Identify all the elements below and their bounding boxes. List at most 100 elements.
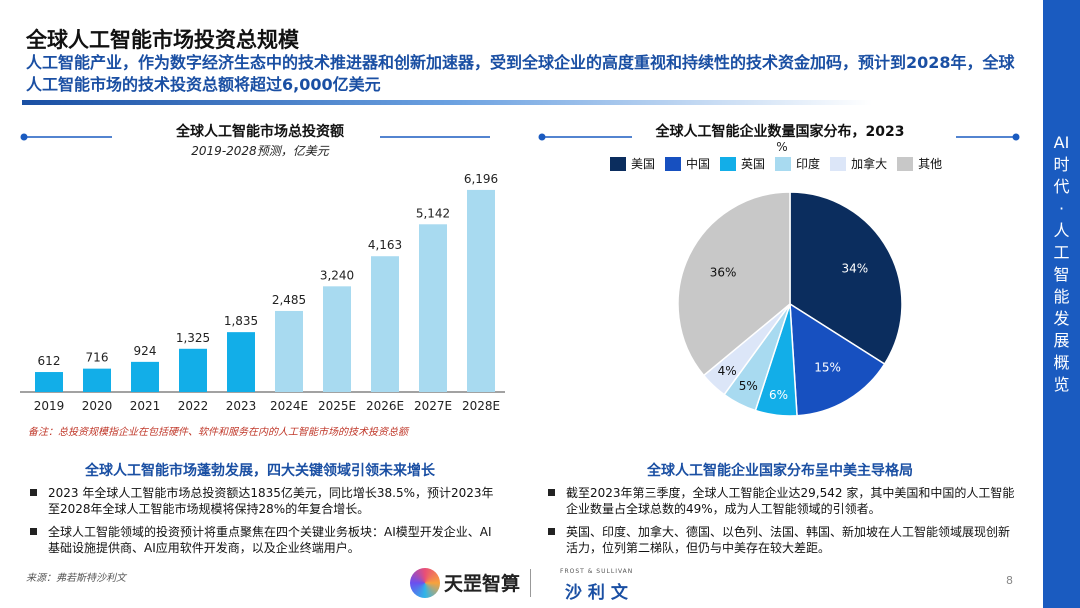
pie-slice-label: 15% [814,361,841,375]
legend-label: 美国 [631,157,656,171]
bar-value-label: 6,196 [464,172,498,186]
side-label-char: 工 [1053,243,1070,262]
bar [35,372,63,392]
pie-slice-label: 34% [841,261,868,275]
pie-slice-label: 6% [769,388,788,402]
pie-slice [789,302,886,417]
left-chart-subtitle: 2019-2028预测，亿美元 [191,144,329,158]
bullet-square [548,528,555,535]
x-tick-label: 2021 [130,399,161,413]
left-title-decoration [20,133,490,141]
right-bullet-2-text: 英国、印度、加拿大、德国、以色列、法国、韩国、新加坡在人工智能领域展现创新活力，… [566,525,1011,555]
left-chart-title: 全球人工智能市场总投资额 [176,124,344,140]
bullet-square [548,489,555,496]
left-bullet-1-text: 2023 年全球人工智能市场总投资额达1835亿美元，同比增长38.5%，预计2… [48,486,494,516]
bar-value-label: 716 [86,351,109,365]
x-tick-label: 2025E [318,399,356,413]
frost-logo-small: FROST & SULLIVAN [560,568,634,575]
side-label-char: 能 [1053,287,1070,306]
bar-value-label: 1,835 [224,314,258,328]
side-label-char: 人 [1053,221,1070,240]
left-title-dot [20,133,28,141]
right-section-heading: 全球人工智能企业国家分布呈中美主导格局 [647,463,913,479]
bullet-square [30,528,37,535]
x-tick-label: 2027E [414,399,452,413]
bar [371,256,399,392]
pie-legend: 美国 中国 英国 印度 加拿大 其他 [610,155,1030,175]
legend-swatch [830,156,847,171]
page-subtitle: 人工智能产业，作为数字经济生态中的技术推进器和创新加速器，受到全球企业的高度重视… [26,53,1015,94]
legend-item: 英国 [720,155,765,172]
page-title: 全球人工智能市场投资总规模 [26,28,299,52]
left-section-heading: 全球人工智能市场蓬勃发展，四大关键领域引领未来增长 [85,463,435,479]
frost-logo-text: 沙 利 文 [565,583,628,603]
legend-item: 中国 [665,155,710,172]
legend-swatch [775,156,792,171]
bar [131,361,159,392]
tiangang-logo-icon [410,568,440,598]
side-label-char: · [1058,199,1065,218]
side-band [1043,0,1080,608]
legend-item: 印度 [775,155,820,172]
x-tick-label: 2028E [462,399,500,413]
x-tick-label: 2022 [178,399,209,413]
legend-label: 中国 [686,157,711,171]
side-label-char: 展 [1053,331,1070,350]
legend-swatch [897,156,914,171]
tiangang-logo-text: 天罡智算 [444,573,521,595]
bar-value-label: 1,325 [176,331,210,345]
side-label-char: 览 [1053,375,1070,394]
bar-value-label: 924 [134,344,157,358]
right-title-decoration [538,133,1020,141]
bar [179,348,207,392]
side-label: AI 时代 · 人工智能发展概览 [1043,132,1080,396]
left-bullet-1: 2023 年全球人工智能市场总投资额达1835亿美元，同比增长38.5%，预计2… [30,485,500,517]
pie-chart: 34% 15% 6% 5%4% 36% [677,191,903,417]
bar [323,286,351,392]
side-label-char: 智 [1053,265,1070,284]
legend-swatch [665,156,682,171]
side-label-char: 代 [1053,177,1070,196]
pie-slice [677,191,791,377]
bar [83,368,111,392]
bullet-square [30,489,37,496]
x-tick-label: 2026E [366,399,404,413]
bar [227,332,255,392]
bar [467,189,495,392]
legend-label: 印度 [796,157,821,171]
x-tick-label: 2020 [82,399,113,413]
pie-slice-label: 4% [718,364,737,378]
header-divider [22,100,872,105]
source-note: 来源：弗若斯特沙利文 [26,573,126,584]
legend-item: 其他 [897,155,942,172]
bar [275,310,303,392]
x-tick-label: 2023 [226,399,257,413]
right-bullet-2: 英国、印度、加拿大、德国、以色列、法国、韩国、新加坡在人工智能领域展现创新活力，… [548,524,1018,556]
x-tick-label: 2019 [34,399,65,413]
legend-label: 加拿大 [851,157,888,171]
legend-swatch [720,156,737,171]
x-tick-label: 2024E [270,399,308,413]
bar [419,224,447,392]
legend-swatch [610,156,626,171]
legend-label: 其他 [918,157,943,171]
right-chart-unit: % [776,140,788,154]
pie-slice-label: 36% [710,266,737,280]
left-bullet-2-text: 全球人工智能领域的投资预计将重点聚焦在四个关键业务板块：AI模型开发企业、AI基… [48,525,492,555]
bar-value-label: 3,240 [320,268,354,282]
right-chart-title: 全球人工智能企业数量国家分布，2023 [655,124,905,140]
right-bullet-1-text: 截至2023年第三季度，全球人工智能企业达29,542 家，其中美国和中国的人工… [566,486,1015,516]
bar-chart: 612 2019 716 2020 924 2021 1,325 2022 1,835 2023 2… [20,172,505,413]
side-label-char: 时 [1053,155,1070,174]
right-title-dot-right [1012,133,1020,141]
side-label-char: AI [1053,133,1070,152]
footer-divider [530,569,531,597]
side-label-char: 概 [1053,353,1070,372]
legend-item: 加拿大 [830,155,887,172]
right-bullet-1: 截至2023年第三季度，全球人工智能企业达29,542 家，其中美国和中国的人工… [548,485,1018,517]
bar-value-label: 5,142 [416,206,450,220]
chart-note: 备注：总投资规模指企业在包括硬件、软件和服务在内的人工智能市场的技术投资总额 [28,427,408,438]
legend-label: 英国 [741,157,766,171]
page-number: 8 [1006,574,1013,587]
side-label-char: 发 [1053,309,1070,328]
